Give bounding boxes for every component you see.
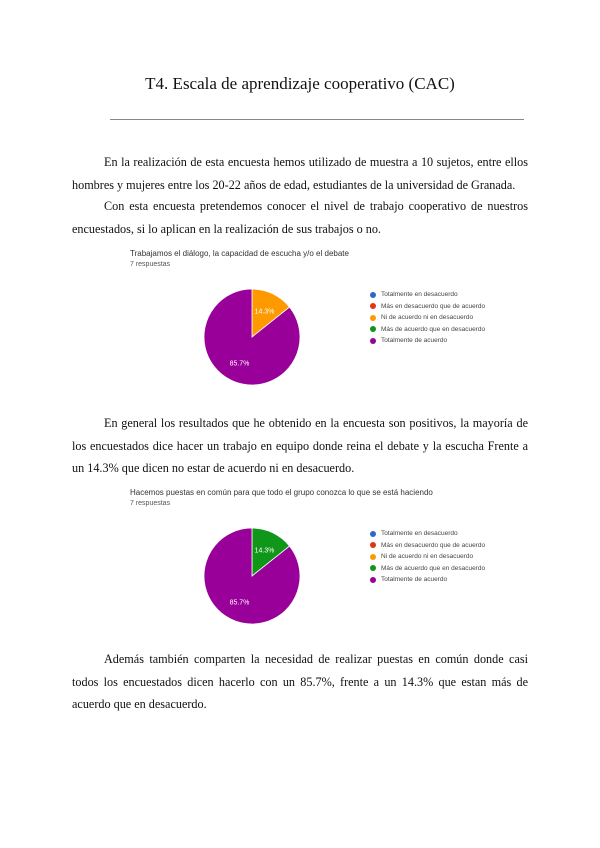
legend-item: Más en desacuerdo que de acuerdo [370, 540, 485, 552]
paragraph-text: Con esta encuesta pretendemos conocer el… [72, 199, 528, 236]
legend-label: Totalmente de acuerdo [381, 576, 448, 584]
pie-chart-sharing: Hacemos puestas en común para que todo e… [130, 488, 510, 628]
paragraph-results-1: En general los resultados que he obtenid… [72, 412, 528, 480]
paragraph-purpose: Con esta encuesta pretendemos conocer el… [72, 195, 528, 240]
chart-legend: Totalmente en desacuerdo Más en desacuerd… [370, 289, 485, 347]
legend-item: Totalmente en desacuerdo [370, 289, 485, 301]
paragraph-results-2: Además también comparten la necesidad de… [72, 648, 528, 716]
legend-swatch [370, 303, 376, 310]
paragraph-intro: En la realización de esta encuesta hemos… [72, 151, 528, 196]
slice-data-label: 85.7% [230, 599, 250, 606]
paragraph-text: En general los resultados que he obtenid… [72, 416, 528, 475]
slice-data-label: 14.3% [255, 309, 275, 316]
legend-label: Totalmente de acuerdo [381, 337, 448, 345]
legend-item: Ni de acuerdo ni en desacuerdo [370, 551, 485, 563]
chart-subtitle: 7 respuestas [130, 261, 171, 268]
pie-plot: 14.3% 85.7% [203, 527, 301, 625]
legend-label: Totalmente en desacuerdo [381, 291, 458, 299]
legend-item: Totalmente de acuerdo [370, 574, 485, 586]
legend-label: Más de acuerdo que en desacuerdo [381, 325, 486, 333]
legend-swatch [370, 576, 376, 583]
legend-label: Más en desacuerdo que de acuerdo [381, 541, 486, 549]
chart-legend: Totalmente en desacuerdo Más en desacuerd… [370, 528, 485, 586]
legend-swatch [370, 314, 376, 321]
legend-item: Más de acuerdo que en desacuerdo [370, 324, 485, 336]
chart-subtitle: 7 respuestas [130, 500, 171, 507]
legend-label: Ni de acuerdo ni en desacuerdo [381, 553, 474, 561]
legend-item: Totalmente de acuerdo [370, 335, 485, 347]
legend-swatch [370, 530, 376, 537]
paragraph-text: En la realización de esta encuesta hemos… [72, 155, 528, 192]
legend-swatch [370, 326, 376, 333]
legend-label: Más de acuerdo que en desacuerdo [381, 564, 486, 572]
slice-data-label: 14.3% [255, 548, 275, 555]
legend-item: Ni de acuerdo ni en desacuerdo [370, 312, 485, 324]
legend-swatch [370, 337, 376, 344]
chart-title: Trabajamos el diálogo, la capacidad de e… [130, 249, 349, 258]
title-divider [110, 119, 524, 120]
legend-swatch [370, 565, 376, 572]
legend-label: Más en desacuerdo que de acuerdo [381, 302, 486, 310]
pie-slice [203, 288, 301, 386]
legend-item: Más de acuerdo que en desacuerdo [370, 563, 485, 575]
pie-plot: 14.3% 85.7% [203, 288, 301, 386]
page-title: T4. Escala de aprendizaje cooperativo (C… [145, 74, 455, 93]
legend-label: Totalmente en desacuerdo [381, 530, 458, 538]
pie-slice [203, 527, 301, 625]
legend-item: Más en desacuerdo que de acuerdo [370, 301, 485, 313]
chart-title: Hacemos puestas en común para que todo e… [130, 488, 433, 497]
paragraph-text: Además también comparten la necesidad de… [72, 652, 528, 711]
legend-label: Ni de acuerdo ni en desacuerdo [381, 314, 474, 322]
legend-swatch [370, 542, 376, 549]
pie-chart-dialogue: Trabajamos el diálogo, la capacidad de e… [130, 249, 510, 389]
legend-item: Totalmente en desacuerdo [370, 528, 485, 540]
slice-data-label: 85.7% [230, 360, 250, 367]
legend-swatch [370, 553, 376, 560]
legend-swatch [370, 291, 376, 298]
